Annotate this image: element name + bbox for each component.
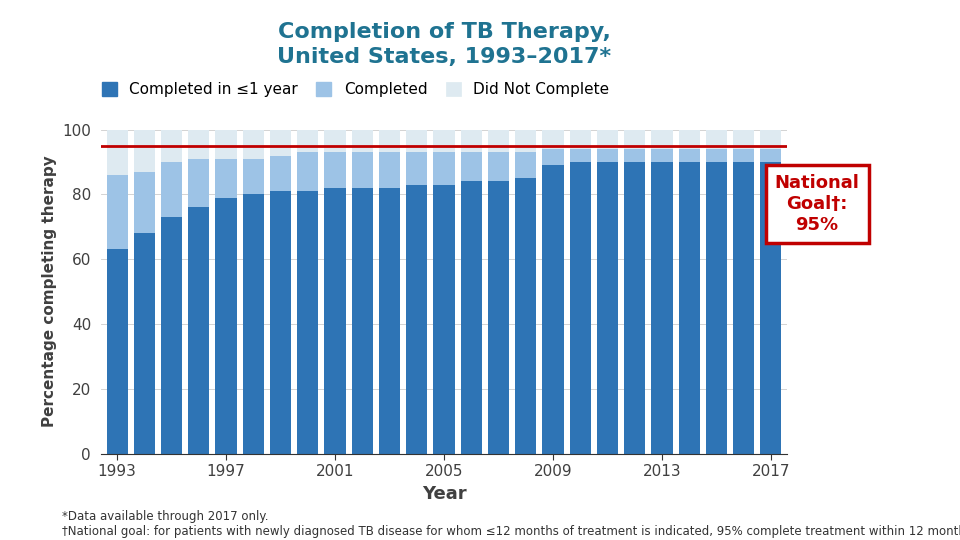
Bar: [706, 130, 727, 149]
Bar: [569, 130, 590, 149]
Bar: [133, 172, 155, 233]
Bar: [542, 130, 564, 149]
Bar: [133, 233, 155, 454]
Bar: [679, 130, 700, 149]
Bar: [107, 249, 128, 454]
Bar: [188, 207, 209, 454]
Bar: [651, 130, 673, 149]
Bar: [298, 130, 319, 152]
Bar: [298, 152, 319, 191]
Text: †National goal: for patients with newly diagnosed TB disease for whom ≤12 months: †National goal: for patients with newly …: [62, 525, 960, 538]
Bar: [488, 152, 509, 181]
Bar: [542, 165, 564, 454]
Title: Completion of TB Therapy,
United States, 1993–2017*: Completion of TB Therapy, United States,…: [276, 22, 612, 67]
Bar: [542, 149, 564, 165]
Bar: [624, 149, 645, 162]
Bar: [651, 162, 673, 454]
Text: *Data available through 2017 only.: *Data available through 2017 only.: [62, 510, 269, 523]
Bar: [379, 130, 400, 152]
Bar: [215, 159, 237, 198]
Bar: [733, 162, 755, 454]
Bar: [760, 162, 781, 454]
Bar: [433, 130, 455, 152]
Bar: [516, 152, 537, 178]
Bar: [406, 152, 427, 185]
Bar: [324, 130, 346, 152]
Bar: [161, 130, 182, 162]
Bar: [461, 130, 482, 152]
Bar: [733, 130, 755, 149]
Bar: [760, 130, 781, 149]
Bar: [379, 152, 400, 188]
X-axis label: Year: Year: [421, 484, 467, 503]
Bar: [516, 178, 537, 454]
Y-axis label: Percentage completing therapy: Percentage completing therapy: [41, 156, 57, 428]
Bar: [351, 188, 372, 454]
Bar: [188, 159, 209, 207]
Bar: [597, 130, 618, 149]
Bar: [569, 162, 590, 454]
Bar: [624, 130, 645, 149]
Bar: [706, 162, 727, 454]
Bar: [270, 130, 291, 156]
Bar: [461, 181, 482, 454]
Legend: Completed in ≤1 year, Completed, Did Not Complete: Completed in ≤1 year, Completed, Did Not…: [102, 82, 610, 97]
Bar: [133, 130, 155, 172]
Bar: [107, 130, 128, 175]
Bar: [733, 149, 755, 162]
Bar: [324, 152, 346, 188]
Bar: [161, 162, 182, 217]
Bar: [516, 130, 537, 152]
Bar: [215, 198, 237, 454]
Bar: [651, 149, 673, 162]
Bar: [188, 130, 209, 159]
Bar: [597, 162, 618, 454]
Bar: [488, 181, 509, 454]
Bar: [706, 149, 727, 162]
Bar: [107, 175, 128, 249]
Bar: [624, 162, 645, 454]
Bar: [406, 130, 427, 152]
Bar: [243, 194, 264, 454]
Bar: [760, 149, 781, 162]
Bar: [679, 162, 700, 454]
Bar: [270, 191, 291, 454]
Bar: [433, 185, 455, 454]
Bar: [433, 152, 455, 185]
Bar: [270, 156, 291, 191]
Bar: [406, 185, 427, 454]
Bar: [215, 130, 237, 159]
Bar: [569, 149, 590, 162]
Bar: [351, 152, 372, 188]
Bar: [461, 152, 482, 181]
Bar: [488, 130, 509, 152]
Bar: [161, 217, 182, 454]
Bar: [597, 149, 618, 162]
Bar: [298, 191, 319, 454]
Bar: [351, 130, 372, 152]
Bar: [379, 188, 400, 454]
Text: National
Goal†:
95%: National Goal†: 95%: [775, 174, 859, 234]
Bar: [324, 188, 346, 454]
Bar: [679, 149, 700, 162]
Bar: [243, 130, 264, 159]
Bar: [243, 159, 264, 194]
